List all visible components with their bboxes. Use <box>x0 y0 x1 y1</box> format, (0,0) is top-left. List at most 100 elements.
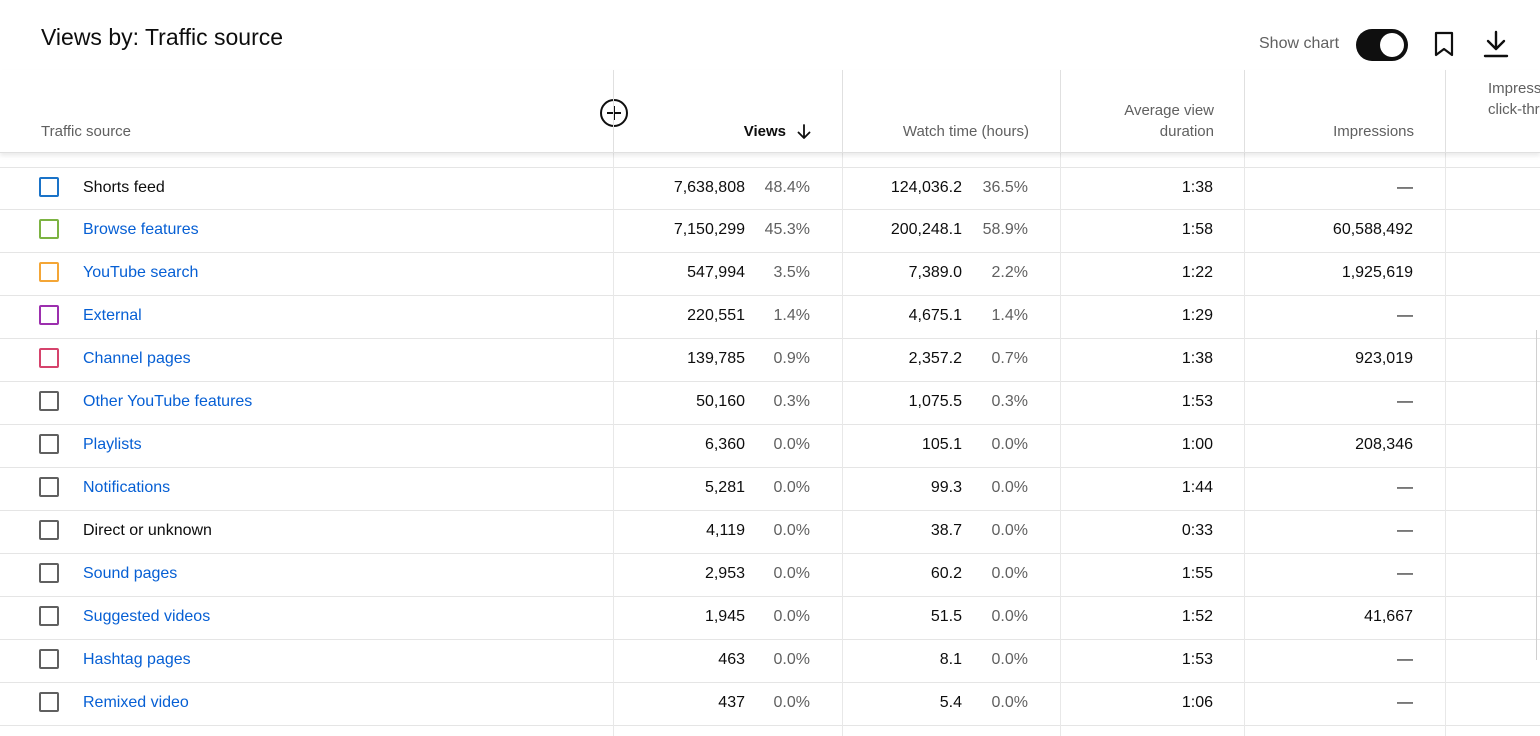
impressions-value: 60,588,492 <box>1332 221 1413 238</box>
column-header-watch-time[interactable]: Watch time (hours) <box>842 70 1060 152</box>
top-controls: Show chart <box>1240 26 1540 62</box>
average-view-duration: 1:44 <box>1181 479 1213 496</box>
impressions-value: — <box>1397 179 1413 196</box>
views-percent: 48.4% <box>764 179 810 196</box>
watch-time-percent: 0.3% <box>991 393 1028 410</box>
traffic-source-name[interactable]: Hashtag pages <box>83 651 191 668</box>
scrollbar[interactable] <box>1536 330 1540 660</box>
row-checkbox[interactable] <box>39 305 59 325</box>
watch-time-value: 124,036.2 <box>890 179 962 196</box>
row-checkbox[interactable] <box>39 348 59 368</box>
column-header-impressions[interactable]: Impressions <box>1244 70 1445 152</box>
average-view-duration: 1:53 <box>1181 651 1213 668</box>
views-value: 5,281 <box>704 479 745 496</box>
traffic-source-name[interactable]: Other YouTube features <box>83 393 253 410</box>
views-percent: 0.0% <box>773 608 810 625</box>
row-checkbox[interactable] <box>39 177 59 197</box>
table-row: External 220,551 1.4% 4,675.1 1.4% 1:29 — <box>0 296 1540 339</box>
table-row: Direct or unknown 4,119 0.0% 38.7 0.0% 0:33 — <box>0 511 1540 554</box>
table-row: Shorts feed 7,638,808 48.4% 124,036.2 36.5% 1… <box>0 167 1540 210</box>
traffic-source-name[interactable]: Browse features <box>83 221 199 238</box>
sort-descending-icon <box>797 123 811 139</box>
toggle-knob <box>1380 33 1404 57</box>
watch-time-percent: 58.9% <box>982 221 1028 238</box>
watch-time-percent: 0.0% <box>991 522 1028 539</box>
impressions-value: — <box>1397 479 1413 496</box>
traffic-source-name[interactable]: External <box>83 307 142 324</box>
impressions-value: — <box>1397 694 1413 711</box>
views-value: 7,150,299 <box>673 221 745 238</box>
views-value: 437 <box>718 694 745 711</box>
watch-time-value: 5.4 <box>939 694 962 711</box>
traffic-source-name[interactable]: Sound pages <box>83 565 178 582</box>
average-view-duration: 0:33 <box>1181 522 1213 539</box>
column-header-average-view-duration[interactable]: Average view duration <box>1060 70 1244 152</box>
add-metric-button[interactable] <box>599 98 629 128</box>
watch-time-value: 60.2 <box>930 565 962 582</box>
watch-time-percent: 0.0% <box>991 479 1028 496</box>
watch-time-percent: 1.4% <box>991 307 1028 324</box>
traffic-source-name[interactable]: Playlists <box>83 436 142 453</box>
column-header-views[interactable]: Views <box>613 70 842 152</box>
column-header-label-line2: click-through rate <box>1488 101 1540 118</box>
column-header-impressions-ctr[interactable]: Impressions click-through rate <box>1445 70 1540 152</box>
views-value: 463 <box>718 651 745 668</box>
bookmark-button[interactable] <box>1428 28 1460 60</box>
bookmark-icon <box>1434 31 1454 57</box>
row-checkbox[interactable] <box>39 477 59 497</box>
views-percent: 0.0% <box>773 651 810 668</box>
views-value: 2,953 <box>704 565 745 582</box>
traffic-source-name[interactable]: Remixed video <box>83 694 189 711</box>
download-button[interactable] <box>1480 28 1512 60</box>
table-row: Other YouTube features 50,160 0.3% 1,075.5 0… <box>0 382 1540 425</box>
show-chart-toggle[interactable] <box>1356 29 1408 61</box>
impressions-value: — <box>1397 522 1413 539</box>
table-row: Sound pages 2,953 0.0% 60.2 0.0% 1:55 — <box>0 554 1540 597</box>
row-checkbox[interactable] <box>39 219 59 239</box>
traffic-source-name[interactable]: Channel pages <box>83 350 191 367</box>
watch-time-value: 38.7 <box>930 522 962 539</box>
watch-time-value: 51.5 <box>930 608 962 625</box>
row-checkbox[interactable] <box>39 391 59 411</box>
views-percent: 1.4% <box>773 307 810 324</box>
row-checkbox[interactable] <box>39 563 59 583</box>
row-checkbox[interactable] <box>39 262 59 282</box>
views-percent: 45.3% <box>764 221 810 238</box>
views-value: 6,360 <box>704 436 745 453</box>
impressions-value: — <box>1397 393 1413 410</box>
watch-time-percent: 0.7% <box>991 350 1028 367</box>
row-checkbox[interactable] <box>39 692 59 712</box>
watch-time-percent: 0.0% <box>991 565 1028 582</box>
impressions-value: — <box>1397 565 1413 582</box>
watch-time-value: 105.1 <box>921 436 962 453</box>
average-view-duration: 1:58 <box>1181 221 1213 238</box>
column-header-label-line1: Average view <box>1124 102 1214 119</box>
row-checkbox[interactable] <box>39 606 59 626</box>
impressions-value: 923,019 <box>1355 350 1413 367</box>
watch-time-value: 2,357.2 <box>908 350 962 367</box>
traffic-source-name[interactable]: Notifications <box>83 479 171 496</box>
impressions-value: 1,925,619 <box>1341 264 1413 281</box>
row-checkbox[interactable] <box>39 520 59 540</box>
views-value: 139,785 <box>687 350 745 367</box>
traffic-source-name[interactable]: Suggested videos <box>83 608 211 625</box>
table-row: Channel pages 139,785 0.9% 2,357.2 0.7% 1:38 9… <box>0 339 1540 382</box>
average-view-duration: 1:38 <box>1181 179 1213 196</box>
row-checkbox[interactable] <box>39 434 59 454</box>
watch-time-value: 99.3 <box>930 479 962 496</box>
watch-time-value: 200,248.1 <box>890 221 962 238</box>
views-percent: 0.0% <box>773 522 810 539</box>
watch-time-percent: 0.0% <box>991 694 1028 711</box>
watch-time-value: 1,075.5 <box>908 393 962 410</box>
views-value: 547,994 <box>687 264 745 281</box>
views-percent: 3.5% <box>773 264 810 281</box>
add-circle-icon <box>600 99 628 127</box>
impressions-value: — <box>1397 307 1413 324</box>
average-view-duration: 1:22 <box>1181 264 1213 281</box>
views-percent: 0.0% <box>773 565 810 582</box>
views-value: 1,945 <box>704 608 745 625</box>
traffic-source-name[interactable]: YouTube search <box>83 264 199 281</box>
column-header-traffic-source[interactable]: Traffic source <box>0 70 613 152</box>
table-row: Playlists 6,360 0.0% 105.1 0.0% 1:00 208,346 <box>0 425 1540 468</box>
row-checkbox[interactable] <box>39 649 59 669</box>
